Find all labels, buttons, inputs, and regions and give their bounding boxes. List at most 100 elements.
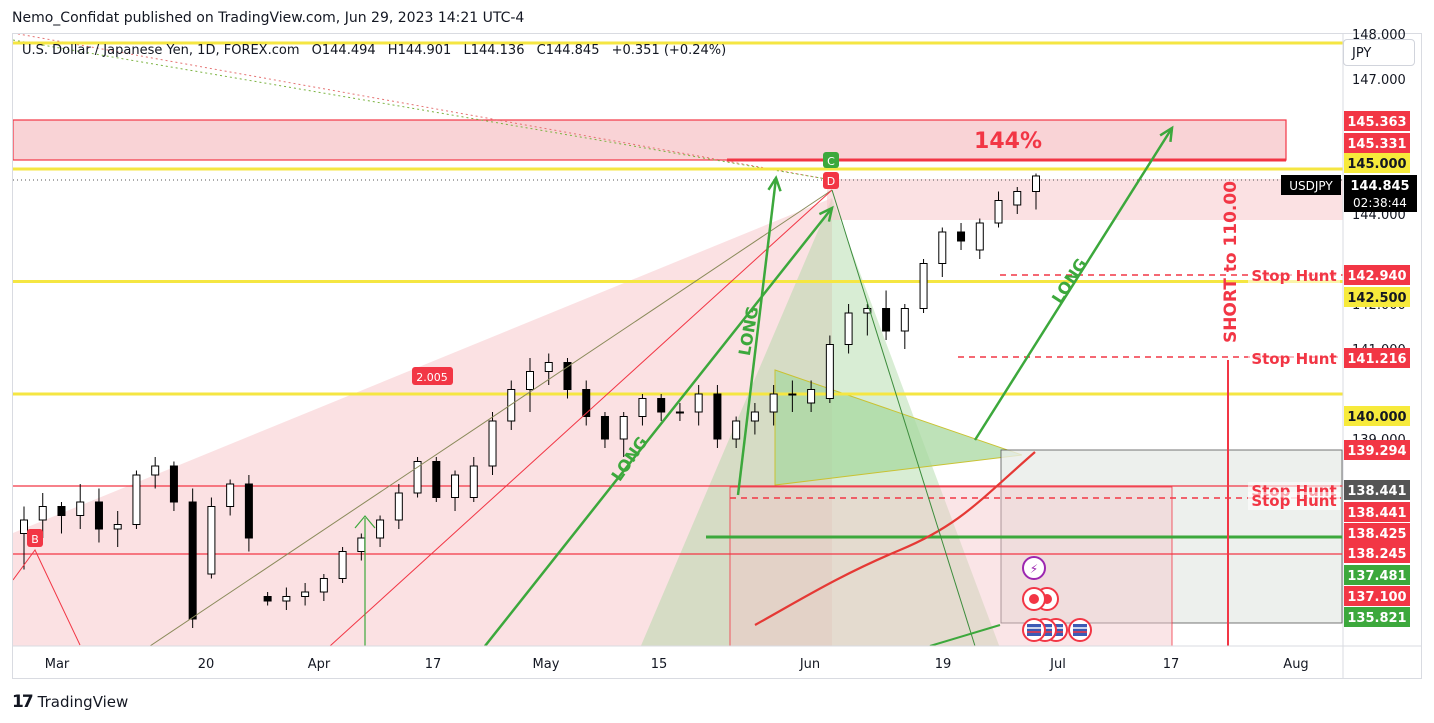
candle <box>938 231 947 264</box>
x-tick-label: 17 <box>425 657 442 672</box>
price-label-bg <box>1344 586 1410 606</box>
pattern-red-zone <box>13 198 832 646</box>
candle <box>169 465 178 503</box>
candle <box>263 596 272 602</box>
triangle-pattern <box>774 369 1023 486</box>
candle <box>469 465 478 498</box>
long-arrow-2-head <box>767 175 782 192</box>
candle <box>619 416 628 440</box>
countdown-label: 02:38:44 <box>1353 196 1407 210</box>
price-label: 135.821 <box>1347 611 1406 626</box>
candle <box>825 344 834 399</box>
candle <box>507 389 516 422</box>
candle <box>132 474 141 525</box>
symbol-legend: U.S. Dollar / Japanese Yen, 1D, FOREX.co… <box>22 43 734 58</box>
price-label: 145.331 <box>1347 137 1406 152</box>
candle <box>338 551 347 579</box>
ratio-badge <box>412 367 453 385</box>
tradingview-brand: TradingView <box>37 693 129 711</box>
point-d-badge <box>823 172 839 189</box>
stop-hunt-label-2: Stop Hunt <box>1251 350 1336 368</box>
candle <box>432 461 441 498</box>
price-label: 138.425 <box>1347 527 1406 542</box>
legend-high-label: H <box>387 43 398 58</box>
stop-hunt-label-4-bg <box>1248 492 1340 510</box>
legend-close-label: C <box>536 43 546 58</box>
long-arrow-3-head <box>1159 125 1174 143</box>
legend-open-label: O <box>311 43 322 58</box>
price-label: 138.441 <box>1347 484 1406 499</box>
candle <box>20 519 28 534</box>
x-tick-label: 15 <box>651 657 668 672</box>
candle <box>994 200 1003 224</box>
price-label: 142.500 <box>1347 291 1406 306</box>
candle <box>451 474 460 498</box>
ticker-label: USDJPY <box>1289 179 1333 193</box>
point-d-label: D <box>827 175 835 188</box>
price-label: 137.100 <box>1347 590 1406 605</box>
candle <box>394 492 403 521</box>
stop-zone-box <box>729 486 1173 646</box>
x-tick-label: 20 <box>198 657 215 672</box>
x-tick-label: 17 <box>1163 657 1180 672</box>
price-label-bg <box>1344 133 1410 153</box>
price-label-bg <box>1344 265 1410 285</box>
currency-label: JPY <box>1352 46 1372 61</box>
candle <box>57 506 66 516</box>
legend-change: +0.351 (+0.24%) <box>611 43 727 58</box>
candle <box>675 411 684 414</box>
x-tick-label: Mar <box>45 657 70 672</box>
pattern-leg-2 <box>329 189 833 646</box>
stop-hunt-label-2-bg <box>1248 350 1340 368</box>
x-tick-label: Aug <box>1283 657 1308 672</box>
candle <box>413 461 422 494</box>
price-label: 138.245 <box>1347 547 1406 562</box>
price-label-bg <box>1344 111 1410 131</box>
candle <box>807 389 816 404</box>
xabcd-start <box>13 549 81 646</box>
candle <box>844 312 853 345</box>
price-label: 142.940 <box>1347 269 1406 284</box>
price-label-bg <box>1344 440 1410 460</box>
bottom-green-line <box>929 624 1001 646</box>
price-label-bg <box>1344 523 1410 543</box>
candle <box>207 506 216 575</box>
price-label: 145.363 <box>1347 115 1406 130</box>
us-flag-field-icon <box>1073 624 1087 636</box>
candle <box>226 483 235 507</box>
publisher-line: Nemo_Confidat published on TradingView.c… <box>12 10 525 26</box>
price-label-bg <box>1344 607 1410 627</box>
point-b-label: B <box>31 533 39 546</box>
x-tick-label: Jul <box>1049 657 1066 672</box>
legend-low: 144.136 <box>470 43 525 58</box>
point-c-badge <box>823 152 839 168</box>
pattern-leg-3 <box>831 189 976 646</box>
candle <box>94 501 103 530</box>
currency-selector[interactable]: JPY <box>1343 39 1415 66</box>
candle <box>38 506 47 521</box>
price-label-bg <box>1344 543 1410 563</box>
candle <box>357 537 366 552</box>
pattern-leg-1 <box>149 189 833 646</box>
long-arrow-2 <box>736 177 778 496</box>
stop-hunt-label-4: Stop Hunt <box>1251 492 1336 510</box>
candle <box>957 231 966 242</box>
chart-frame[interactable] <box>12 33 1422 679</box>
dotted-green-line <box>13 39 833 181</box>
legend-symbol: U.S. Dollar / Japanese Yen, 1D, FOREX.co… <box>22 43 300 58</box>
target-pct-label: 144% <box>974 129 1042 154</box>
supply-zone <box>827 179 1343 220</box>
dotted-red-line <box>15 34 833 181</box>
x-tick-label: Apr <box>308 657 331 672</box>
price-label: 140.000 <box>1347 410 1406 425</box>
price-label-bg <box>1344 153 1410 173</box>
us-flag-field-icon <box>1027 624 1041 636</box>
tradingview-logo-icon: 17 <box>12 692 34 712</box>
price-label-bg <box>1344 348 1410 368</box>
ratio-label: 2.005 <box>416 371 448 384</box>
current-price-label: 144.845 <box>1350 179 1409 194</box>
candle <box>732 420 741 440</box>
candle <box>526 371 534 390</box>
lightning-glyph-icon: ⚡ <box>1030 562 1038 576</box>
